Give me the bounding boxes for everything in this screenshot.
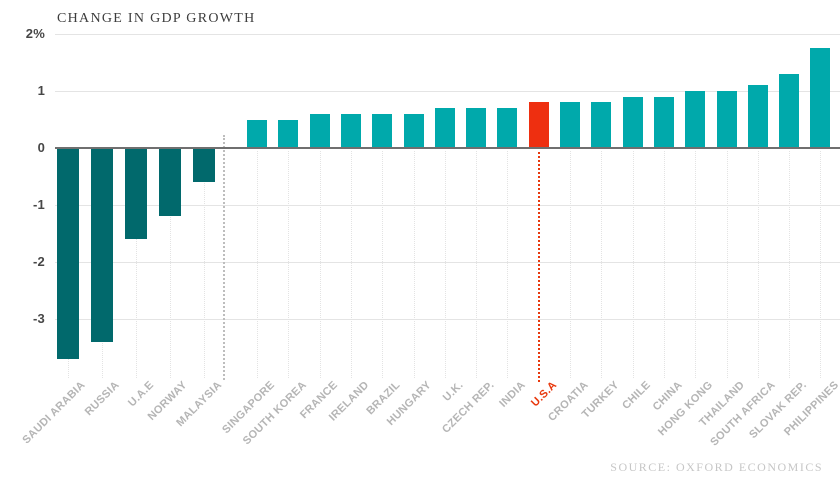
leader-line xyxy=(601,151,603,378)
leader-line xyxy=(789,151,791,378)
bar-hungary xyxy=(403,113,424,148)
leader-line xyxy=(319,151,321,378)
x-category-label: IRELAND xyxy=(326,379,372,424)
leader-line xyxy=(135,151,137,378)
x-category-label: CHILE xyxy=(620,379,654,412)
y-tick-label: -3 xyxy=(33,311,45,326)
leader-line xyxy=(413,151,415,378)
highlight-leader-line xyxy=(537,152,540,382)
leader-line xyxy=(757,151,759,378)
leader-line xyxy=(695,151,697,378)
x-category-label: SAUDI ARABIA xyxy=(20,379,88,447)
x-category-label: THAILAND xyxy=(697,379,747,429)
gridline xyxy=(55,91,840,92)
zero-axis-line xyxy=(55,147,840,149)
bar-thailand xyxy=(716,91,737,148)
y-tick-label: 0 xyxy=(37,140,45,155)
x-category-label: U.K. xyxy=(440,379,466,404)
gridline xyxy=(55,34,840,35)
x-category-label: U.A.E xyxy=(125,379,156,410)
bar-singapore xyxy=(247,119,267,148)
chart-title: CHANGE IN GDP GROWTH xyxy=(57,11,256,26)
leader-line xyxy=(444,151,446,378)
x-category-label: RUSSIA xyxy=(82,379,122,419)
leader-line xyxy=(203,151,205,378)
bar-france xyxy=(309,113,330,148)
leader-line xyxy=(169,151,171,378)
x-category-label: TURKEY xyxy=(580,379,622,421)
leader-line xyxy=(288,151,290,378)
bar-brazil xyxy=(372,113,393,148)
bar-czech-rep xyxy=(466,108,487,148)
bar-saudi-arabia xyxy=(56,148,79,359)
bar-south-africa xyxy=(747,85,768,148)
y-tick-label: 1 xyxy=(37,83,45,98)
leader-line xyxy=(257,151,258,378)
bar-ireland xyxy=(340,113,361,148)
leader-line xyxy=(382,151,384,378)
y-tick-label: 2% xyxy=(25,26,45,41)
x-category-label: U.S.A xyxy=(528,379,560,410)
x-category-label: MALAYSIA xyxy=(173,379,224,430)
bar-u-k xyxy=(434,108,455,148)
gridline xyxy=(55,262,840,263)
y-tick-label: -1 xyxy=(33,197,45,212)
gridline xyxy=(55,319,840,320)
leader-line xyxy=(350,151,352,378)
bar-hong-kong xyxy=(685,91,706,148)
leader-line xyxy=(820,151,822,378)
x-category-label: SOUTH AFRICA xyxy=(708,379,779,449)
x-category-label: BRAZIL xyxy=(364,379,403,418)
x-category-label: FRANCE xyxy=(297,379,341,422)
x-category-label: SOUTH KOREA xyxy=(240,379,309,448)
bar-u-a-e xyxy=(124,148,147,240)
source-credit: SOURCE: OXFORD ECONOMICS xyxy=(610,460,823,474)
y-tick-label: -2 xyxy=(33,254,45,269)
bar-philippines xyxy=(810,48,831,148)
bar-turkey xyxy=(591,102,612,148)
x-category-label: HONG KONG xyxy=(656,379,716,439)
gridline xyxy=(55,205,840,206)
x-category-label: PHILIPPINES xyxy=(781,379,840,439)
chart-plot-area xyxy=(55,34,840,382)
y-axis-labels: 2% 1 0 -1 -2 -3 xyxy=(0,26,45,375)
leader-line xyxy=(570,151,571,378)
x-category-label: HUNGARY xyxy=(384,379,434,429)
x-category-label: INDIA xyxy=(497,379,528,410)
leader-line xyxy=(507,151,509,378)
bar-south-korea xyxy=(278,119,299,148)
bar-china xyxy=(653,96,674,148)
leader-line xyxy=(632,151,634,378)
x-category-label: CROATIA xyxy=(545,379,591,424)
bar-u-s-a xyxy=(528,102,549,148)
leader-line xyxy=(476,151,478,378)
bar-croatia xyxy=(560,102,580,148)
leader-line xyxy=(663,151,665,378)
leader-line xyxy=(726,151,728,378)
bar-india xyxy=(497,108,518,148)
bar-russia xyxy=(90,148,113,342)
x-category-label: CHINA xyxy=(650,379,685,414)
x-category-label: CZECH REP. xyxy=(439,379,497,436)
x-category-label: NORWAY xyxy=(146,379,190,423)
group-divider-line xyxy=(223,135,225,380)
bar-norway xyxy=(158,148,181,217)
bar-slovak-rep xyxy=(779,73,800,148)
bar-malaysia xyxy=(192,148,215,183)
x-category-label: SLOVAK REP. xyxy=(747,379,810,441)
bar-chile xyxy=(622,96,643,148)
x-category-label: SINGAPORE xyxy=(220,379,278,437)
